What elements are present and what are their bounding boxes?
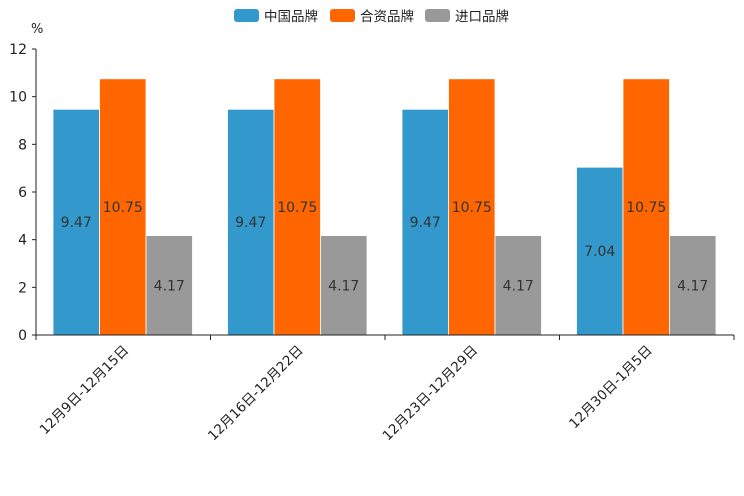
y-tick-label: 6	[18, 185, 27, 201]
data-label: 9.47	[410, 215, 441, 231]
legend: 中国品牌 合资品牌 进口品牌	[234, 8, 509, 25]
bar-3-1[interactable]	[145, 235, 193, 336]
y-tick-label: 2	[18, 280, 27, 296]
legend-label: 进口品牌	[455, 8, 509, 25]
x-tick-label: 12月30日-1月5日	[566, 343, 655, 432]
bars: 9.47 10.75 4.17 9.47 10.75 4.17 9.47 10.75 4.17 7…	[52, 78, 717, 336]
data-label: 9.47	[235, 215, 266, 231]
legend-swatch	[234, 9, 259, 22]
data-label: 10.75	[452, 200, 492, 216]
y-axis: 0 2 4 6 8 10 12	[9, 42, 37, 344]
x-tick-label: 12月23日-12月29日	[380, 343, 482, 445]
bar-1-1[interactable]	[52, 108, 100, 336]
legend-item[interactable]: 进口品牌	[425, 8, 509, 25]
data-label: 10.75	[277, 200, 317, 216]
data-label: 10.75	[626, 200, 666, 216]
legend-item[interactable]: 中国品牌	[234, 8, 318, 25]
data-label: 4.17	[154, 278, 185, 294]
x-tick-label: 12月16日-12月22日	[205, 343, 307, 445]
data-label: 4.17	[503, 278, 534, 294]
data-label: 4.17	[328, 278, 359, 294]
y-tick-label: 10	[9, 90, 27, 106]
legend-swatch	[425, 9, 450, 22]
data-label: 4.17	[677, 278, 708, 294]
legend-label: 合资品牌	[360, 8, 414, 25]
y-tick-label: 12	[9, 42, 27, 58]
x-tick-label: 12月9日-12月15日	[37, 343, 132, 438]
x-axis: 12月9日-12月15日 12月16日-12月22日 12月23日-12月29日 12…	[35, 334, 735, 445]
data-label: 10.75	[103, 200, 143, 216]
legend-swatch	[330, 9, 355, 22]
legend-label: 中国品牌	[264, 8, 318, 25]
bar-2-3[interactable]	[448, 78, 496, 336]
y-axis-unit: %	[31, 22, 43, 37]
bar-3-2[interactable]	[320, 235, 368, 336]
y-tick-label: 0	[18, 328, 27, 344]
y-tick-label: 8	[18, 137, 27, 153]
bar-2-2[interactable]	[273, 78, 321, 336]
legend-item[interactable]: 合资品牌	[330, 8, 414, 25]
data-label: 9.47	[61, 215, 92, 231]
y-tick-label: 4	[18, 233, 27, 249]
data-label: 7.04	[584, 244, 615, 260]
bar-1-3[interactable]	[401, 108, 449, 336]
bar-2-4[interactable]	[622, 78, 670, 336]
bar-3-4[interactable]	[669, 235, 717, 336]
bar-2-1[interactable]	[99, 78, 147, 336]
